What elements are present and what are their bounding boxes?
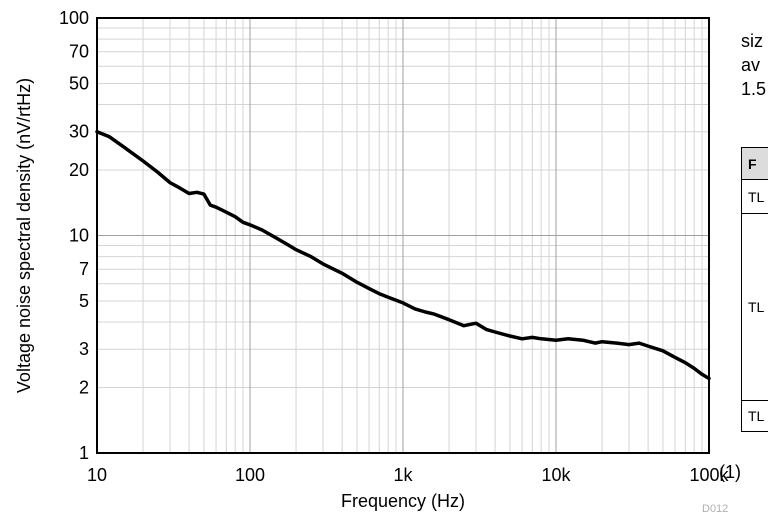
y-tick-labels: 1 2 3 5 7 10 20 30 50 70 100 <box>59 8 89 463</box>
x-tick-label: 100 <box>235 465 265 485</box>
side-text-line: siz <box>741 31 763 51</box>
plot-frame <box>96 17 710 454</box>
figure-id: D012 <box>702 503 729 515</box>
y-tick-label: 30 <box>69 122 89 142</box>
y-tick-label: 2 <box>79 378 89 398</box>
side-text-line: 1.5 <box>741 79 767 99</box>
y-tick-label: 50 <box>69 73 89 93</box>
y-tick-label: 1 <box>79 443 89 463</box>
y-axis-title: Voltage noise spectral density (nV/rtHz) <box>14 78 34 393</box>
x-tick-labels: 10 100 1k 10k 100k <box>87 465 730 485</box>
x-tick-label: 1k <box>393 465 413 485</box>
y-tick-label: 20 <box>69 160 89 180</box>
x-tick-label: 10 <box>87 465 107 485</box>
y-tick-label: 5 <box>79 291 89 311</box>
side-text-line: av <box>741 55 761 75</box>
table-header-cell: F <box>741 147 768 180</box>
y-tick-label: 3 <box>79 339 89 359</box>
series-layer <box>95 129 711 381</box>
y-tick-label: 100 <box>59 8 89 28</box>
table-cell: TL <box>741 400 768 432</box>
x-tick-label: 100k <box>689 465 729 485</box>
y-tick-label: 7 <box>79 259 89 279</box>
y-tick-label: 10 <box>69 226 89 246</box>
series-line <box>95 129 711 381</box>
x-tick-label: 10k <box>541 465 571 485</box>
y-tick-label: 70 <box>69 42 89 62</box>
side-table: F TL TL TL <box>741 147 768 432</box>
x-axis-title: Frequency (Hz) <box>341 491 465 511</box>
table-cell: TL <box>741 179 768 214</box>
table-cell: TL <box>741 213 768 401</box>
footnote-marker: (1) <box>719 462 741 482</box>
